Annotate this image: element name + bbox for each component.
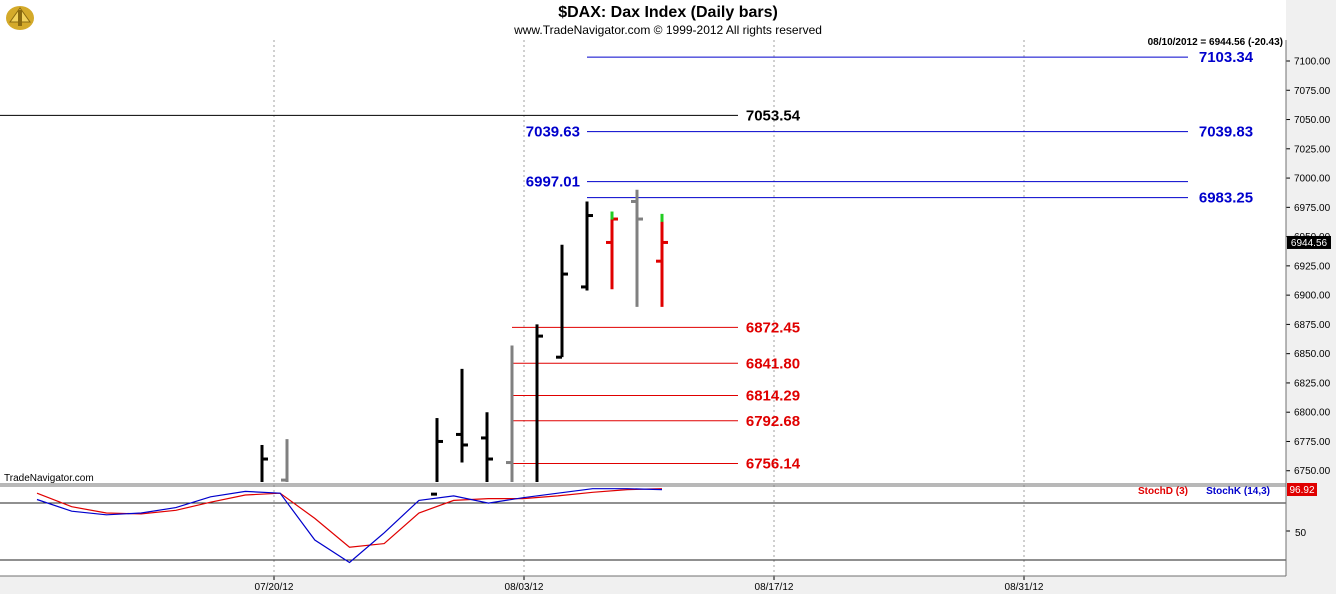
level-label-mid: 6792.68 [746, 413, 800, 430]
price-levels: 7103.34 7053.54 7039.83 7039.63 6997.01 6983.… [0, 49, 1254, 473]
level-label-right: 7039.83 [1199, 124, 1253, 141]
level-label-left: 6997.01 [526, 174, 580, 191]
chart-title: $DAX: Dax Index (Daily bars) [558, 4, 778, 21]
price-bars [260, 189, 668, 496]
ohlc-bar [606, 211, 618, 290]
trade-navigator-logo-icon [6, 6, 34, 30]
ohlc-bar [456, 368, 468, 463]
stoch-k-legend: StochK (14,3) [1206, 486, 1270, 497]
ohlc-bar [656, 213, 668, 307]
grid [273, 40, 1025, 576]
level-label-mid: 6756.14 [746, 456, 801, 473]
stoch-d-legend: StochD (3) [1138, 486, 1188, 497]
ohlc-bar [481, 412, 493, 482]
level-label-right: 7103.34 [1199, 49, 1254, 66]
stoch-last-box: 96.92 [1287, 483, 1317, 496]
date-axis-bg [0, 576, 1286, 594]
level-label-right: 6983.25 [1199, 190, 1253, 207]
date-tick-label: 08/03/12 [505, 582, 544, 593]
last-price-label: 6944.56 [1291, 238, 1328, 249]
ohlc-bar [431, 418, 443, 496]
date-tick-label: 08/17/12 [755, 582, 794, 593]
stochastic-panel [36, 488, 1290, 564]
stoch-k-line [36, 488, 663, 564]
price-tick-label: 6850.00 [1294, 349, 1331, 360]
ohlc-bar [631, 189, 643, 307]
stoch-d-line [36, 488, 663, 548]
price-tick-label: 6925.00 [1294, 261, 1331, 272]
price-tick-label: 7050.00 [1294, 115, 1331, 126]
level-label-left: 7039.63 [526, 124, 580, 141]
price-tick-label: 7000.00 [1294, 174, 1331, 185]
price-tick-label: 7025.00 [1294, 144, 1331, 155]
date-tick-label: 08/31/12 [1005, 582, 1044, 593]
chart-subtitle: www.TradeNavigator.com © 1999-2012 All r… [513, 23, 822, 37]
level-label-mid: 7053.54 [746, 107, 801, 124]
price-tick-label: 6825.00 [1294, 378, 1331, 389]
date-axis: 07/20/12 08/03/12 08/17/12 08/31/12 [255, 576, 1044, 593]
stoch-tick-50: 50 [1295, 528, 1307, 539]
ohlc-bar [506, 345, 514, 482]
ohlc-bar [535, 324, 543, 482]
date-tick-label: 07/20/12 [255, 582, 294, 593]
level-label-mid: 6841.80 [746, 355, 800, 372]
price-tick-label: 6900.00 [1294, 291, 1331, 302]
price-tick-label: 6800.00 [1294, 408, 1331, 419]
ohlc-bar [281, 439, 289, 482]
stoch-last-label: 96.92 [1289, 485, 1314, 496]
price-tick-label: 6775.00 [1294, 437, 1331, 448]
ohlc-bar [260, 444, 268, 482]
ohlc-bar [581, 201, 593, 291]
price-axis: 7100.00 7075.00 7050.00 7025.00 7000.00 6975.… [1286, 57, 1331, 477]
price-tick-label: 7100.00 [1294, 57, 1331, 68]
level-label-mid: 6814.29 [746, 387, 800, 404]
price-tick-label: 6875.00 [1294, 320, 1331, 331]
price-tick-label: 7075.00 [1294, 86, 1331, 97]
last-info-label: 08/10/2012 = 6944.56 (-20.43) [1148, 37, 1283, 48]
last-price-box: 6944.56 [1287, 235, 1331, 249]
ohlc-bar [556, 244, 568, 359]
price-tick-label: 6750.00 [1294, 466, 1331, 477]
price-tick-label: 6975.00 [1294, 203, 1331, 214]
level-label-mid: 6872.45 [746, 319, 800, 336]
watermark: TradeNavigator.com [4, 473, 94, 484]
